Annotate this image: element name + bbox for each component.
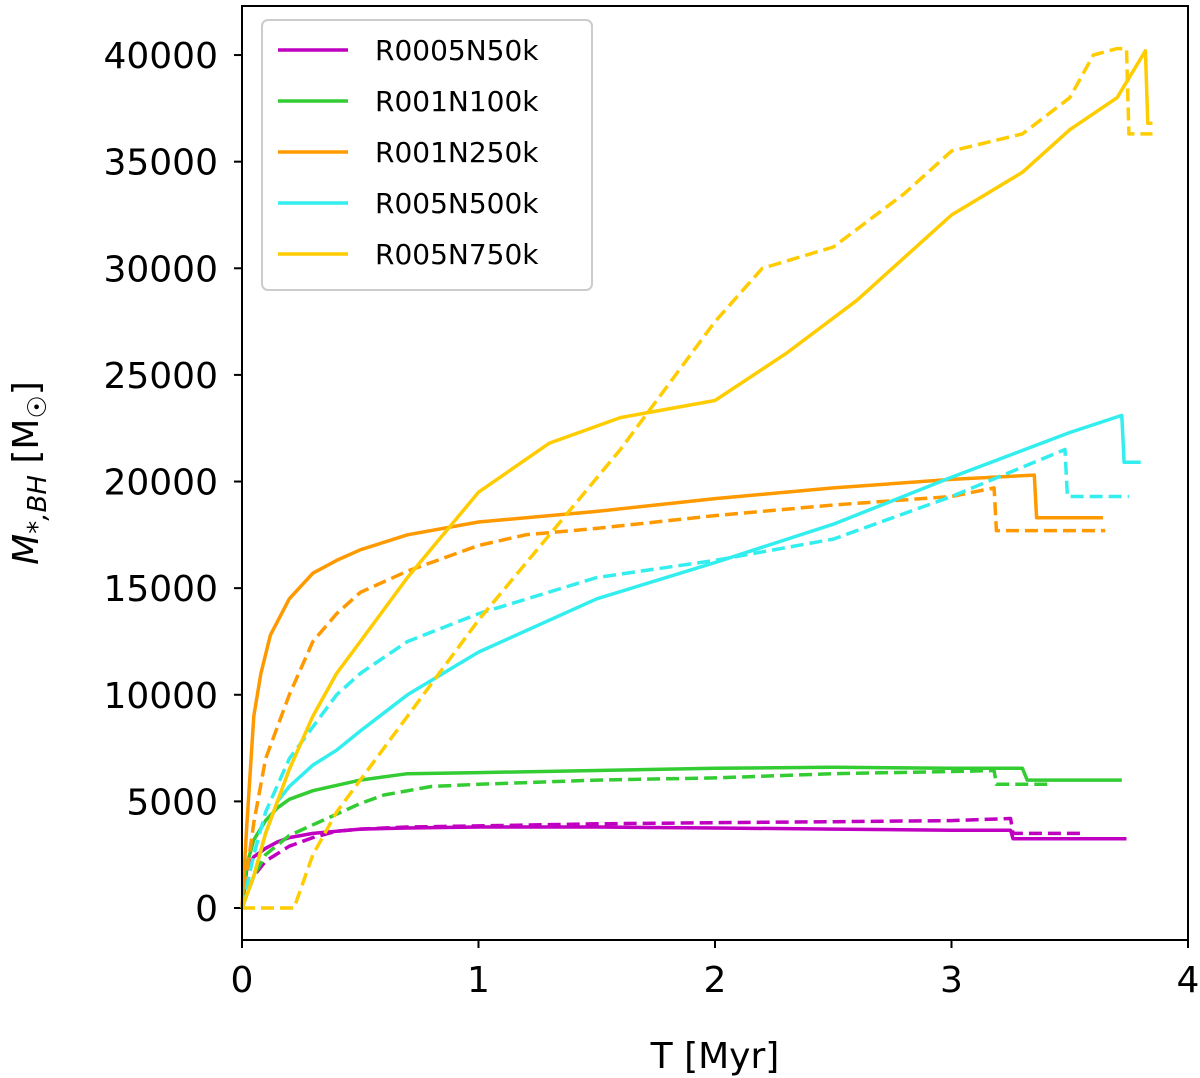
x-axis-label: T [Myr] <box>650 1036 780 1077</box>
x-tick-label: 1 <box>467 960 490 1001</box>
series-line-r001n100k-dashed <box>240 768 1051 909</box>
legend-label: R001N100k <box>375 85 539 118</box>
y-axis-label-unit-close: ] <box>6 381 47 395</box>
y-axis-label-subscript: *,BH <box>23 475 53 534</box>
y-tick-label: 15000 <box>103 569 218 610</box>
y-tick-label: 35000 <box>103 143 218 184</box>
x-tick-label: 0 <box>231 960 254 1001</box>
legend-label: R001N250k <box>375 136 539 169</box>
legend-items: R0005N50k R001N100k R001N250k R005N500k R005… <box>278 34 539 271</box>
y-tick-label: 0 <box>195 889 218 930</box>
y-axis-label-symbol: M <box>6 534 47 565</box>
y-tick-label: 20000 <box>103 463 218 504</box>
legend: R0005N50k R001N100k R001N250k R005N500k R005… <box>261 19 593 291</box>
x-tick-label: 2 <box>704 960 727 1001</box>
legend-label: R0005N50k <box>375 34 539 67</box>
series-line-r001n250k-dashed <box>240 486 1106 909</box>
series-line-r001n250k <box>240 473 1103 909</box>
series-line-r005n500k-dashed <box>240 447 1129 909</box>
y-axis-label-unit-subscript: ☉ <box>23 395 53 418</box>
series-line-r005n750k <box>240 49 1153 909</box>
plot-frame <box>241 5 1189 941</box>
legend-label: R005N750k <box>375 238 539 271</box>
y-tick-label: 40000 <box>103 36 218 77</box>
x-tick-label: 4 <box>1177 960 1200 1001</box>
y-axis-ticks: 0 5000 10000 15000 20000 25000 30000 35000 40000 <box>103 36 242 930</box>
series-line-r005n750k-dashed <box>242 46 1153 910</box>
y-axis-label: M*,BH [M☉] <box>6 381 53 565</box>
x-tick-label: 3 <box>940 960 963 1001</box>
legend-label: R005N500k <box>375 187 539 220</box>
y-tick-label: 5000 <box>126 782 218 823</box>
y-axis-label-unit-open: [M <box>6 419 47 476</box>
y-tick-label: 30000 <box>103 249 218 290</box>
y-tick-label: 10000 <box>103 676 218 717</box>
series-lines <box>240 46 1153 910</box>
y-tick-label: 25000 <box>103 356 218 397</box>
x-axis-ticks: 0 1 2 3 4 <box>231 940 1200 1001</box>
legend-box <box>261 19 593 291</box>
